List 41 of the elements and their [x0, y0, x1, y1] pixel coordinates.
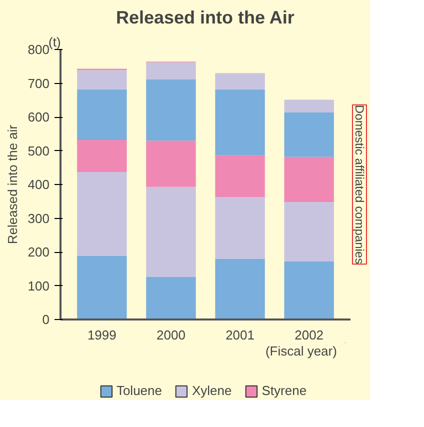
- y-tick-label: 500: [28, 143, 50, 158]
- y-tick-label: 300: [28, 210, 50, 226]
- legend-label: Styrene: [262, 383, 307, 398]
- bar: [284, 112, 334, 157]
- bar: [215, 155, 265, 197]
- y-tick-label: 700: [28, 76, 50, 91]
- bar: [215, 196, 265, 259]
- bar: [77, 70, 127, 90]
- x-tick-label: 2000: [156, 328, 186, 342]
- y-tick-label: 100: [28, 278, 50, 294]
- x-tick-label: 1999: [87, 328, 116, 342]
- bar: [146, 80, 196, 141]
- bar: [77, 256, 127, 320]
- bar: [146, 62, 196, 80]
- text: Domestic affiliated companies: [352, 104, 366, 264]
- y-tick-label: 400: [28, 177, 50, 192]
- bar: [284, 100, 334, 112]
- bar: [77, 172, 127, 256]
- bar: [146, 186, 196, 277]
- x-tick-label: 2002: [294, 328, 324, 342]
- text: (t): [48, 34, 61, 50]
- bar: [284, 202, 334, 262]
- bar: [284, 156, 334, 202]
- bar: [215, 73, 265, 90]
- legend-label: Xylene: [192, 383, 232, 398]
- bar: [77, 140, 127, 172]
- bar: [215, 89, 265, 156]
- y-axis-title: Released into the air: [4, 124, 20, 244]
- bar: [215, 258, 265, 320]
- y-tick-label: 800: [28, 42, 50, 57]
- bar: [77, 89, 127, 140]
- x-tick-label: 2001: [226, 328, 254, 342]
- chart-title: Released into the Air: [116, 8, 294, 28]
- y-tick-label: 200: [28, 244, 50, 260]
- bar: [284, 261, 334, 320]
- bar: [146, 276, 196, 320]
- y-tick-label: 0: [42, 312, 50, 327]
- x-axis-title: (Fiscal year): [265, 344, 337, 359]
- bar: [146, 140, 196, 187]
- y-tick-label: 600: [28, 110, 50, 124]
- legend-label: Toluene: [116, 383, 162, 398]
